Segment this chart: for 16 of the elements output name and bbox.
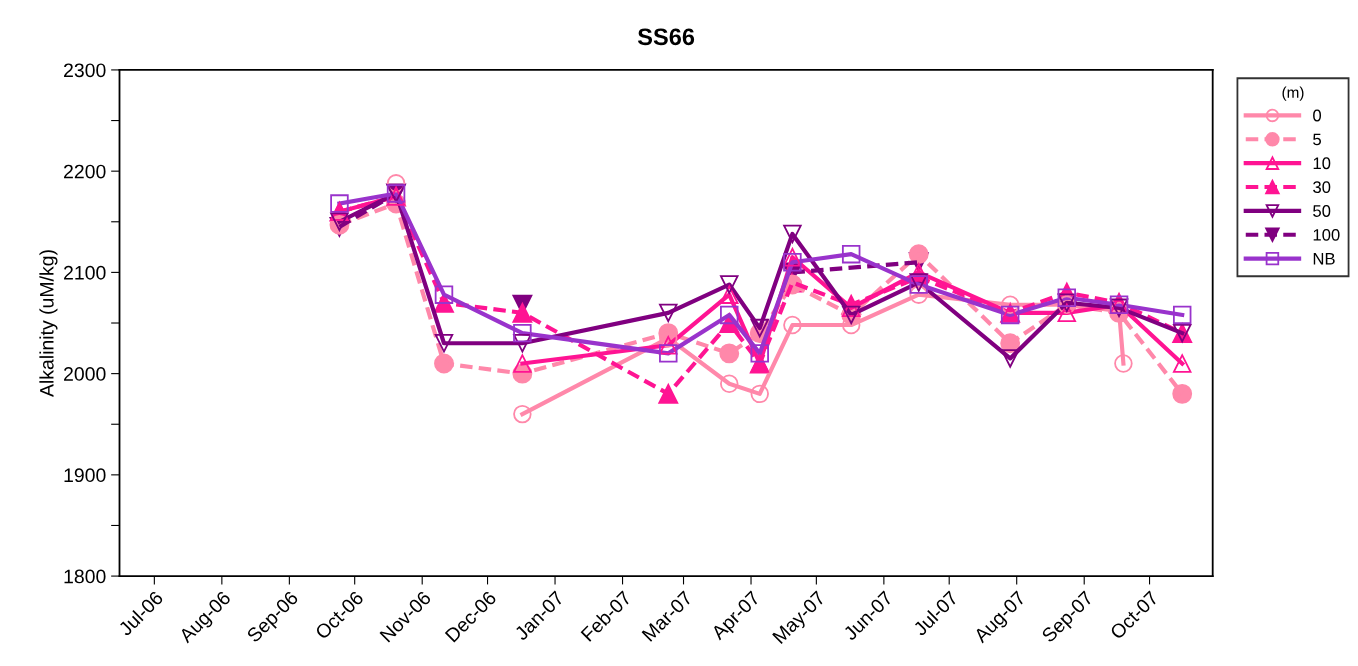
legend-label: NB <box>1313 253 1335 265</box>
y-tick-label: 1800 <box>64 569 106 584</box>
y-tick-label: 2100 <box>64 265 106 280</box>
y-axis-title: Alkalinity (uM/kg) <box>39 250 58 397</box>
y-tick-label: 2000 <box>64 367 106 381</box>
legend-label: 100 <box>1313 228 1340 241</box>
y-tick-label: 1900 <box>64 468 106 483</box>
legend-label: 10 <box>1313 157 1331 170</box>
legend-label: 0 <box>1313 109 1322 122</box>
chart-title: SS66 <box>637 28 695 46</box>
y-tick-label: 2300 <box>64 63 106 78</box>
legend-label: 50 <box>1313 205 1331 217</box>
legend-title: (m) <box>1282 86 1304 101</box>
legend-label: 30 <box>1313 181 1331 194</box>
legend-label: 5 <box>1313 133 1321 146</box>
y-tick-label: 2200 <box>64 164 106 179</box>
